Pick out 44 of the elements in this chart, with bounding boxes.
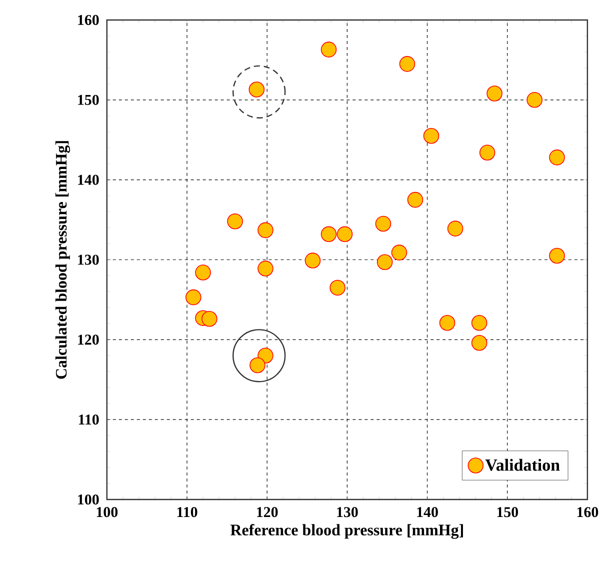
point <box>407 192 424 208</box>
point <box>304 252 321 268</box>
point <box>486 85 502 102</box>
point <box>376 254 393 270</box>
point <box>227 213 243 230</box>
x-tick-label: 150 <box>497 506 518 517</box>
y-tick-label: 140 <box>78 174 99 185</box>
y-axis-title: Calculated blood pressure [mmHg] <box>55 140 70 379</box>
y-tick-label: 160 <box>78 14 99 25</box>
x-tick-label: 110 <box>177 506 198 517</box>
y-tick-label: 120 <box>78 334 99 344</box>
y-tick-label: 100 <box>78 494 99 504</box>
point <box>549 248 565 264</box>
x-tick-label: 100 <box>96 506 118 517</box>
point <box>320 226 337 242</box>
y-tick-label: 110 <box>78 414 99 424</box>
point <box>479 144 496 160</box>
point <box>423 128 440 144</box>
x-tick-label: 130 <box>337 506 358 517</box>
x-tick-label: 140 <box>417 506 438 517</box>
point <box>258 222 274 238</box>
point <box>195 264 211 280</box>
point <box>336 226 353 242</box>
point <box>391 244 408 260</box>
x-axis-title: Reference blood pressure [mmHg] <box>230 524 463 539</box>
point <box>186 289 202 305</box>
point <box>320 41 337 58</box>
y-tick-label: 150 <box>78 94 99 105</box>
y-tick-label: 130 <box>78 254 99 265</box>
point <box>526 92 542 108</box>
point <box>258 260 274 276</box>
x-tick-label: 120 <box>257 506 278 517</box>
point <box>471 314 488 331</box>
point <box>447 220 464 236</box>
point <box>439 314 456 331</box>
point <box>202 310 218 327</box>
point <box>549 149 565 166</box>
point <box>250 357 266 373</box>
x-tick-label: 160 <box>577 506 598 517</box>
point <box>471 334 488 351</box>
point <box>375 216 392 232</box>
point <box>330 280 346 296</box>
point <box>399 56 416 72</box>
legend-label: Validation <box>485 458 560 471</box>
